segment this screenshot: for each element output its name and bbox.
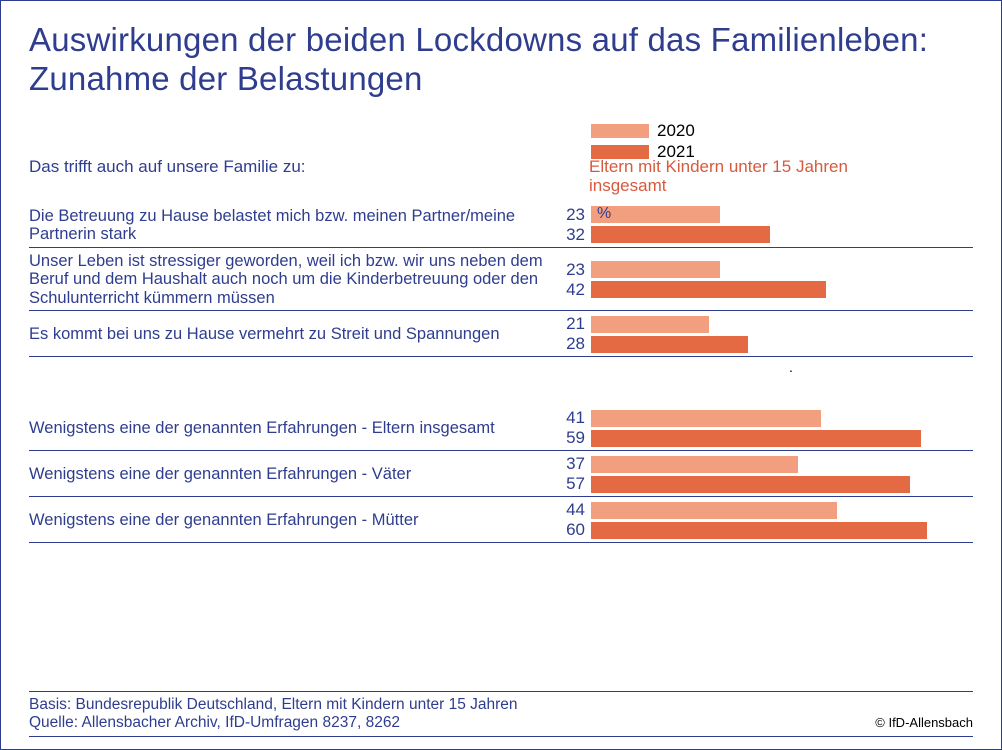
table-row: Wenigstens eine der genannten Erfahrunge…	[29, 451, 973, 497]
subhead-left: Das trifft auch auf unsere Familie zu:	[29, 157, 589, 196]
bar-value: 59	[559, 428, 591, 448]
bar	[591, 430, 921, 447]
footer-basis: Basis: Bundesrepublik Deutschland, Elter…	[29, 691, 973, 714]
ellipsis-icon: .	[789, 359, 793, 375]
bar	[591, 226, 770, 243]
row-label: Es kommt bei uns zu Hause vermehrt zu St…	[29, 325, 559, 343]
bar-value: 44	[559, 500, 591, 520]
bar-value: 42	[559, 280, 591, 300]
row-bars: 4460	[559, 501, 973, 539]
row-bars: 2128	[559, 315, 973, 353]
bar-line-2020: 37	[559, 455, 973, 473]
bar-line-2020: 23%	[559, 206, 973, 224]
bar-value: 23	[559, 260, 591, 280]
bar	[591, 476, 910, 493]
bar-line-2020: 23	[559, 261, 973, 279]
row-label: Die Betreuung zu Hause belastet mich bzw…	[29, 207, 559, 244]
row-bars: 23%32	[559, 206, 973, 244]
bar-value: 60	[559, 520, 591, 540]
bar-value: 23	[559, 205, 591, 225]
page-title: Auswirkungen der beiden Lockdowns auf da…	[29, 21, 973, 99]
row-label: Wenigstens eine der genannten Erfahrunge…	[29, 465, 559, 483]
bar-value: 37	[559, 454, 591, 474]
chart-frame: Auswirkungen der beiden Lockdowns auf da…	[0, 0, 1002, 750]
footer: Basis: Bundesrepublik Deutschland, Elter…	[29, 691, 973, 737]
row-bars: 4159	[559, 409, 973, 447]
legend-label-2020: 2020	[657, 121, 695, 141]
footer-source: Quelle: Allensbacher Archiv, IfD-Umfrage…	[29, 714, 400, 732]
bar-line-2021: 28	[559, 335, 973, 353]
bar	[591, 502, 837, 519]
table-row: Es kommt bei uns zu Hause vermehrt zu St…	[29, 311, 973, 357]
legend: 2020 2021	[591, 121, 695, 163]
bar	[591, 410, 821, 427]
table-row: Unser Leben ist stressiger geworden, wei…	[29, 248, 973, 311]
bar-line-2021: 57	[559, 475, 973, 493]
row-label: Unser Leben ist stressiger geworden, wei…	[29, 252, 559, 307]
row-bars: 3757	[559, 455, 973, 493]
table-row: Die Betreuung zu Hause belastet mich bzw…	[29, 202, 973, 248]
row-label: Wenigstens eine der genannten Erfahrunge…	[29, 511, 559, 529]
bar-line-2020: 21	[559, 315, 973, 333]
legend-swatch-2020	[591, 124, 649, 138]
bar	[591, 281, 826, 298]
bar-value: 28	[559, 334, 591, 354]
row-bars: 2342	[559, 261, 973, 299]
bar-line-2021: 59	[559, 429, 973, 447]
bar-value: 32	[559, 225, 591, 245]
bar	[591, 522, 927, 539]
bar-line-2020: 44	[559, 501, 973, 519]
bar-line-2020: 41	[559, 409, 973, 427]
bar	[591, 316, 709, 333]
table-row: Wenigstens eine der genannten Erfahrunge…	[29, 405, 973, 451]
legend-item-2021: 2021	[591, 142, 695, 162]
subhead-row: Das trifft auch auf unsere Familie zu: E…	[29, 157, 973, 196]
bar	[591, 261, 720, 278]
row-label: Wenigstens eine der genannten Erfahrunge…	[29, 419, 559, 437]
table-row: Wenigstens eine der genannten Erfahrunge…	[29, 497, 973, 543]
percent-symbol: %	[597, 205, 611, 223]
bar-line-2021: 42	[559, 281, 973, 299]
bar-value: 41	[559, 408, 591, 428]
bar-value: 21	[559, 314, 591, 334]
bar-value: 57	[559, 474, 591, 494]
rows-container: Die Betreuung zu Hause belastet mich bzw…	[29, 202, 973, 543]
bar-line-2021: 60	[559, 521, 973, 539]
copyright: © IfD-Allensbach	[875, 715, 973, 730]
bar	[591, 456, 798, 473]
legend-swatch-2021	[591, 145, 649, 159]
legend-label-2021: 2021	[657, 142, 695, 162]
bar	[591, 336, 748, 353]
bar-line-2021: 32	[559, 226, 973, 244]
legend-item-2020: 2020	[591, 121, 695, 141]
bar: %	[591, 206, 720, 223]
group-gap: .	[29, 357, 973, 405]
